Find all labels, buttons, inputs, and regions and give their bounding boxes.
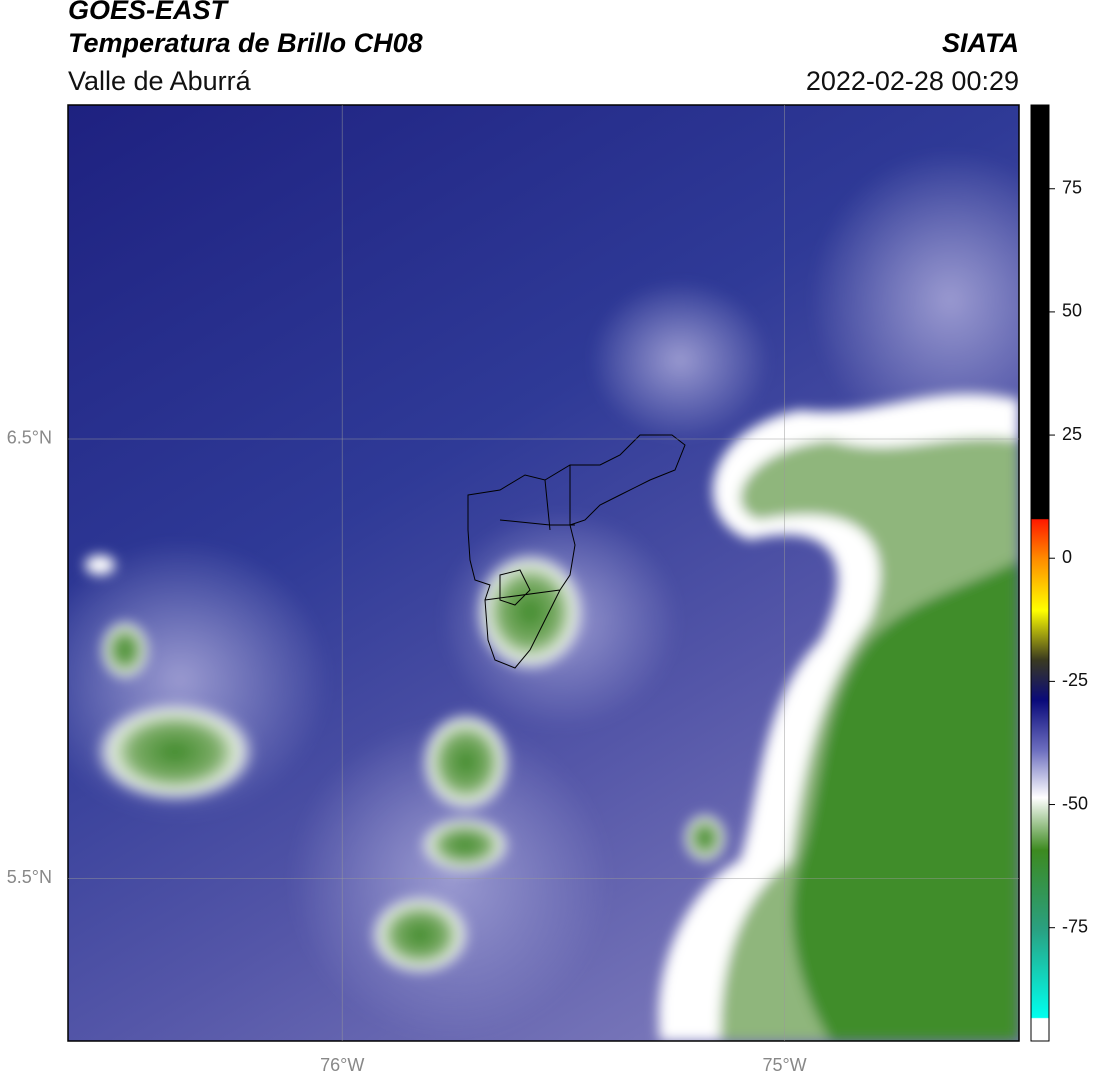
datetime: 2022-02-28 00:29 — [806, 66, 1019, 96]
colorbar-tick-label: -75 — [1062, 916, 1088, 936]
colorbar-tick-label: -50 — [1062, 793, 1088, 813]
subtitle: Temperatura de Brillo CH08 — [68, 28, 423, 58]
colorbar-tick-label: -25 — [1062, 670, 1088, 690]
source: SIATA — [942, 28, 1019, 58]
y-tick-label: 6.5°N — [7, 428, 52, 448]
colorbar-tick-label: 0 — [1062, 547, 1072, 567]
x-tick-label: 76°W — [320, 1055, 364, 1075]
region: Valle de Aburrá — [68, 66, 252, 96]
colorbar-tick-label: 75 — [1062, 177, 1082, 197]
y-tick-label: 5.5°N — [7, 867, 52, 887]
x-tick-label: 75°W — [762, 1055, 806, 1075]
colorbar — [1030, 104, 1050, 1042]
colorbar-tick-label: 25 — [1062, 424, 1082, 444]
map-frame — [67, 104, 1020, 1042]
colorbar-tick-label: 50 — [1062, 301, 1082, 321]
title: GOES-EAST — [68, 0, 230, 25]
satellite-image — [68, 105, 1019, 1041]
